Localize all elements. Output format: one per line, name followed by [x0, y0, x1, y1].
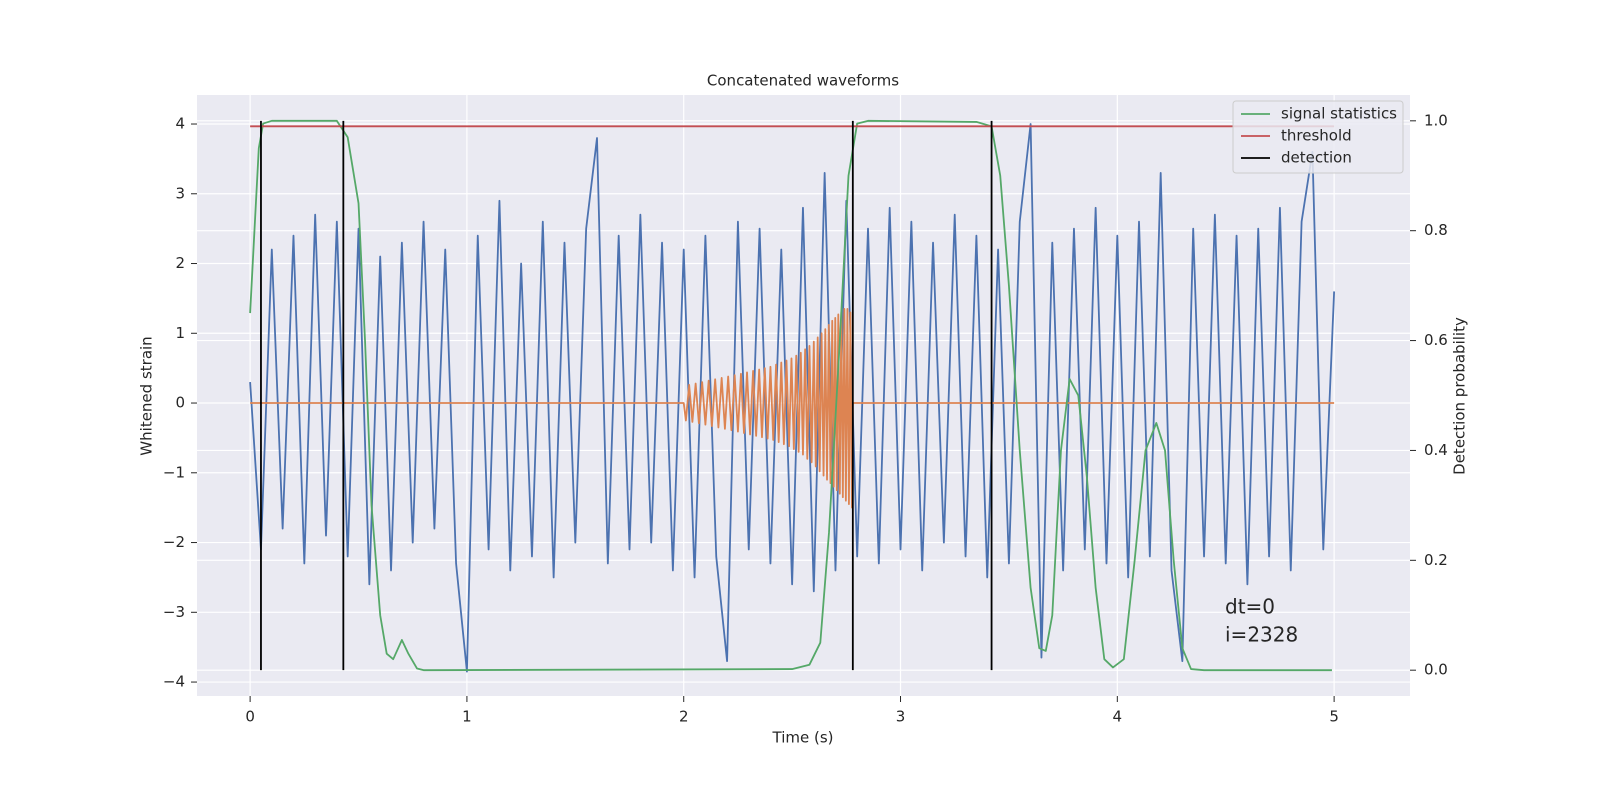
x-tick-label: 1 [462, 708, 472, 726]
x-tick-label: 2 [679, 708, 689, 726]
legend-label: signal statistics [1281, 105, 1397, 123]
y2-tick-label: 0.2 [1424, 551, 1448, 569]
chart-title: Concatenated waveforms [707, 72, 899, 90]
y-tick-label: −1 [163, 463, 185, 481]
annotation: i=2328 [1225, 623, 1298, 647]
plot-area [249, 119, 1336, 673]
series-line [249, 119, 1332, 672]
y2-tick-label: 0.6 [1424, 331, 1448, 349]
y-tick-label: 3 [175, 184, 185, 202]
y2-tick-label: 1.0 [1424, 111, 1448, 129]
y2-tick-label: 0.8 [1424, 221, 1448, 239]
legend-label: threshold [1281, 127, 1352, 145]
legend: signal statistics threshold detection [1232, 100, 1404, 174]
y-tick-label: 1 [175, 324, 185, 342]
y2-axis-label: Detection probability [1451, 317, 1469, 475]
x-tick-label: 0 [245, 708, 255, 726]
legend-label: detection [1281, 149, 1352, 167]
y-tick-label: 4 [175, 115, 185, 133]
x-tick-label: 4 [1113, 708, 1123, 726]
y2-tick-label: 0.4 [1424, 441, 1448, 459]
series-line [260, 120, 993, 671]
series-line [250, 307, 1335, 509]
x-tick-label: 3 [896, 708, 906, 726]
annotation: dt=0 [1225, 595, 1275, 619]
legend-box [1232, 100, 1404, 174]
y-tick-label: 2 [175, 254, 185, 272]
y-tick-label: −3 [163, 603, 185, 621]
y-tick-label: 0 [175, 394, 185, 412]
y-tick-label: −2 [163, 533, 185, 551]
x-axis-label: Time (s) [772, 729, 834, 747]
x-tick-label: 5 [1329, 708, 1339, 726]
y2-tick-label: 0.0 [1424, 661, 1448, 679]
y-axis-label: Whitened strain [138, 336, 156, 455]
y-tick-label: −4 [163, 673, 185, 691]
